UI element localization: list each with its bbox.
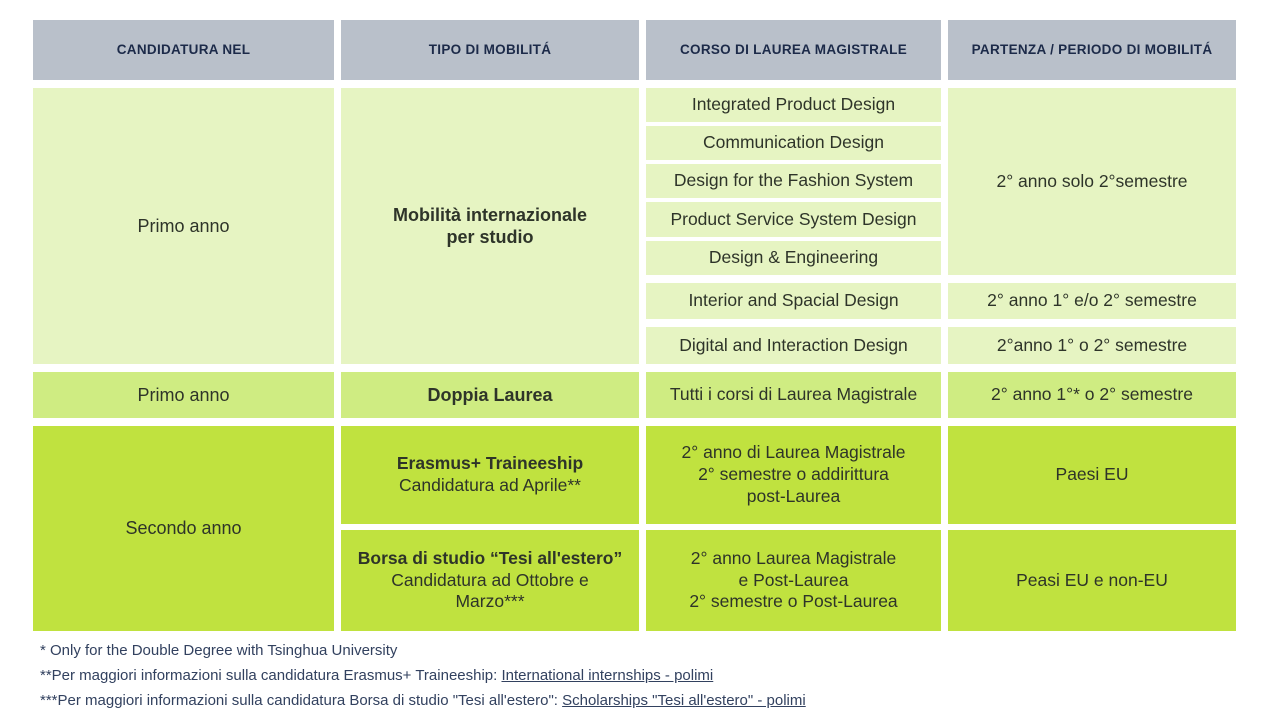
course-fashion-system: Design for the Fashion System <box>646 164 941 198</box>
cell-periodo-interior: 2° anno 1° e/o 2° semestre <box>948 283 1236 319</box>
cell-corso-tutti: Tutti i corsi di Laurea Magistrale <box>646 372 941 418</box>
cell-tipo-borsa-tesi-estero: Borsa di studio “Tesi all'estero” Candid… <box>341 530 639 631</box>
footnote-tsinghua: * Only for the Double Degree with Tsingh… <box>40 638 806 663</box>
footnote-erasmus: **Per maggiori informazioni sulla candid… <box>40 663 806 688</box>
course-integrated-product-design: Integrated Product Design <box>646 88 941 122</box>
header-tipo-mobilita: TIPO DI MOBILITÁ <box>341 20 639 80</box>
erasmus-title: Erasmus+ Traineeship <box>396 453 584 474</box>
cell-partenza-eu-non-eu: Peasi EU e non-EU <box>948 530 1236 631</box>
cell-tipo-doppia-laurea: Doppia Laurea <box>341 372 639 418</box>
cell-corso-borsa: 2° anno Laurea Magistrale e Post-Laurea … <box>646 530 941 631</box>
cell-tipo-erasmus-traineeship: Erasmus+ Traineeship Candidatura ad Apri… <box>341 426 639 524</box>
course-communication-design: Communication Design <box>646 126 941 160</box>
cell-corso-erasmus: 2° anno di Laurea Magistrale 2° semestre… <box>646 426 941 524</box>
cell-partenza-paesi-eu: Paesi EU <box>948 426 1236 524</box>
cell-tipo-mobilita-studio: Mobilità internazionale per studio <box>341 88 639 364</box>
cell-candidatura-primo-anno-studio: Primo anno <box>33 88 334 364</box>
footnote-borsa-text: ***Per maggiori informazioni sulla candi… <box>40 692 563 709</box>
header-candidatura: CANDIDATURA NEL <box>33 20 334 80</box>
header-corso-laurea: CORSO DI LAUREA MAGISTRALE <box>646 20 941 80</box>
footnote-tsinghua-text: * Only for the Double Degree with Tsingh… <box>40 642 398 659</box>
footnotes: * Only for the Double Degree with Tsingh… <box>40 638 806 713</box>
cell-candidatura-primo-anno-doppia: Primo anno <box>33 372 334 418</box>
cell-periodo-digital: 2°anno 1° o 2° semestre <box>948 327 1236 364</box>
cell-periodo-doppia: 2° anno 1°* o 2° semestre <box>948 372 1236 418</box>
borsa-title: Borsa di studio “Tesi all'estero” <box>357 547 623 568</box>
course-interior-spacial: Interior and Spacial Design <box>646 283 941 319</box>
footnote-borsa: ***Per maggiori informazioni sulla candi… <box>40 688 806 713</box>
link-international-internships[interactable]: International internships - polimi <box>501 667 714 684</box>
footnote-erasmus-text: **Per maggiori informazioni sulla candid… <box>40 667 502 684</box>
link-scholarships-tesi-estero[interactable]: Scholarships "Tesi all'estero" - polimi <box>562 692 806 709</box>
header-partenza-periodo: PARTENZA / PERIODO DI MOBILITÁ <box>948 20 1236 80</box>
mobility-table: CANDIDATURA NEL TIPO DI MOBILITÁ CORSO D… <box>33 20 1236 631</box>
course-design-engineering: Design & Engineering <box>646 241 941 275</box>
course-product-service-system: Product Service System Design <box>646 202 941 237</box>
cell-periodo-solo-2-semestre: 2° anno solo 2°semestre <box>948 88 1236 275</box>
course-digital-interaction: Digital and Interaction Design <box>646 327 941 364</box>
borsa-subtitle: Candidatura ad Ottobre e Marzo*** <box>391 569 589 612</box>
cell-candidatura-secondo-anno: Secondo anno <box>33 426 334 631</box>
erasmus-subtitle: Candidatura ad Aprile** <box>399 475 581 495</box>
